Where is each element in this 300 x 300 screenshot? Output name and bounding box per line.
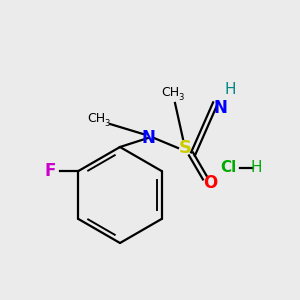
Text: 3: 3 <box>178 94 184 103</box>
Text: S: S <box>178 139 191 157</box>
Text: H: H <box>224 82 236 98</box>
Text: Cl: Cl <box>220 160 236 175</box>
Text: N: N <box>141 129 155 147</box>
Text: F: F <box>45 162 56 180</box>
Text: H: H <box>250 160 262 175</box>
Text: CH: CH <box>161 85 179 98</box>
Text: N: N <box>213 99 227 117</box>
Text: CH: CH <box>87 112 105 124</box>
Text: O: O <box>203 174 217 192</box>
Text: 3: 3 <box>104 119 110 128</box>
